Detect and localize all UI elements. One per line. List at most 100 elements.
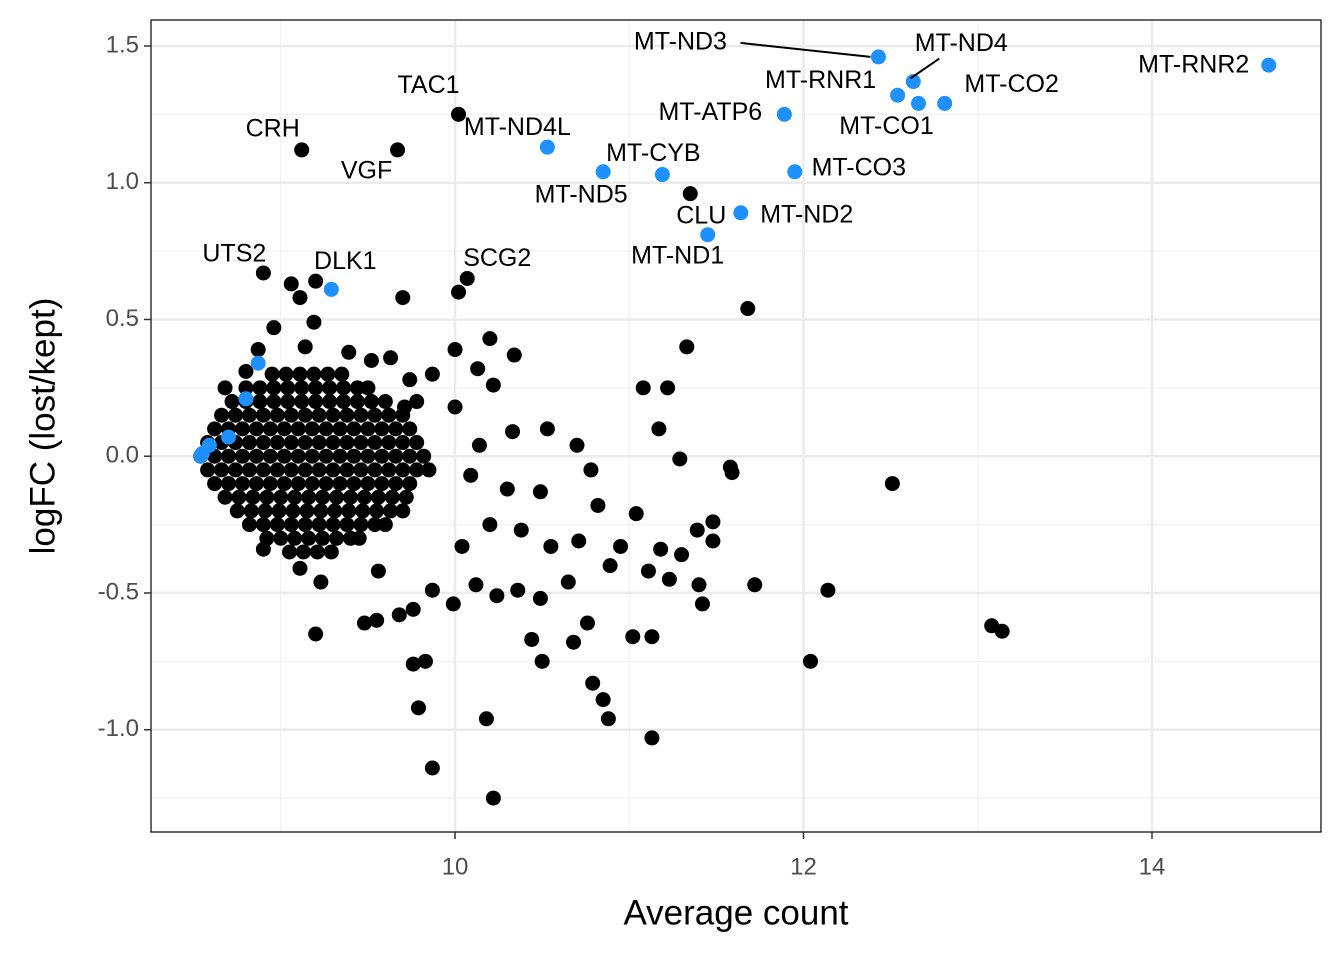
point — [890, 87, 906, 103]
point — [262, 476, 278, 492]
point — [566, 634, 582, 650]
point — [353, 435, 369, 451]
point — [255, 435, 271, 451]
point — [349, 380, 365, 396]
point — [360, 448, 376, 464]
point — [510, 582, 526, 598]
point — [207, 421, 223, 437]
point — [390, 142, 406, 158]
point — [377, 517, 393, 533]
point — [323, 281, 339, 297]
point — [532, 590, 548, 606]
point — [343, 489, 359, 505]
point — [367, 517, 383, 533]
point — [628, 506, 644, 522]
point — [905, 74, 921, 90]
point — [334, 366, 350, 382]
point — [248, 476, 264, 492]
point — [395, 290, 411, 306]
point — [661, 571, 677, 587]
point — [424, 582, 440, 598]
point — [653, 541, 669, 557]
point — [485, 790, 501, 806]
point — [308, 380, 324, 396]
point — [280, 380, 296, 396]
point — [384, 489, 400, 505]
point — [221, 476, 237, 492]
point — [292, 366, 308, 382]
y-axis-title: logFC (lost/kept) — [23, 298, 62, 555]
point — [250, 342, 266, 358]
point — [367, 462, 383, 478]
point — [349, 394, 365, 410]
point — [410, 700, 426, 716]
point — [937, 95, 953, 111]
point — [884, 476, 900, 492]
point — [313, 574, 329, 590]
point — [309, 544, 325, 560]
point — [257, 503, 273, 519]
point-label: UTS2 — [202, 240, 266, 268]
point — [339, 462, 355, 478]
point — [388, 448, 404, 464]
point — [356, 615, 372, 631]
x-tick-label: 12 — [790, 853, 817, 880]
x-axis-title: Average count — [623, 893, 848, 932]
point — [259, 489, 275, 505]
point — [214, 407, 230, 423]
point — [395, 407, 411, 423]
point — [409, 462, 425, 478]
point — [248, 448, 264, 464]
point — [283, 435, 299, 451]
point — [445, 596, 461, 612]
point — [705, 514, 721, 530]
point — [534, 653, 550, 669]
point — [694, 596, 710, 612]
point — [700, 227, 716, 243]
point — [776, 106, 792, 122]
point — [485, 377, 501, 393]
y-tick-label: 0.5 — [106, 305, 139, 332]
point — [308, 273, 324, 289]
point — [234, 421, 250, 437]
point-label: VGF — [341, 157, 392, 185]
point — [297, 462, 313, 478]
point — [271, 503, 287, 519]
point — [238, 363, 254, 379]
point — [560, 574, 576, 590]
point — [651, 421, 667, 437]
point — [635, 380, 651, 396]
point — [241, 435, 257, 451]
point — [454, 538, 470, 554]
point — [336, 380, 352, 396]
point-label: CRH — [246, 115, 300, 143]
point — [221, 448, 237, 464]
point — [336, 394, 352, 410]
point — [269, 435, 285, 451]
point-label: SCG2 — [463, 244, 531, 272]
point — [360, 476, 376, 492]
point — [395, 435, 411, 451]
point — [870, 49, 886, 65]
point-label: TAC1 — [397, 71, 459, 99]
point — [451, 284, 467, 300]
point — [315, 530, 331, 546]
point — [539, 139, 555, 155]
point — [363, 394, 379, 410]
point — [283, 407, 299, 423]
point — [294, 142, 310, 158]
point — [689, 522, 705, 538]
point — [282, 544, 298, 560]
point — [283, 462, 299, 478]
point — [499, 481, 515, 497]
point — [273, 530, 289, 546]
point — [276, 421, 292, 437]
point — [463, 467, 479, 483]
point — [214, 462, 230, 478]
point — [346, 421, 362, 437]
point — [264, 366, 280, 382]
point — [311, 407, 327, 423]
point — [911, 95, 927, 111]
point — [402, 372, 418, 388]
